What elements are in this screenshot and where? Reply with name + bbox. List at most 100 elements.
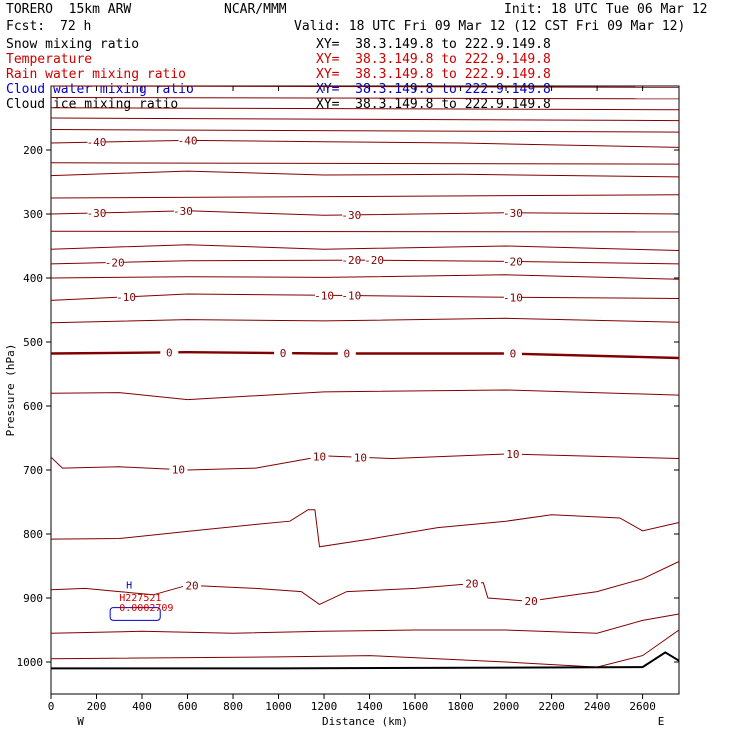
contour-label: 0 (280, 347, 287, 360)
x-tick-label: 600 (178, 700, 198, 713)
legend-snow-label: Snow mixing ratio (6, 37, 140, 52)
contour-label-bg (117, 290, 136, 303)
contour-label-bg (87, 136, 106, 149)
temperature-contour-20 (50, 561, 680, 605)
contour-label-bg (522, 594, 541, 607)
temperature-contour-9 (50, 210, 680, 216)
x-tick-label: 1000 (265, 700, 292, 713)
header-fcst-value: 72 h (60, 19, 92, 34)
y-tick-label: 900 (23, 592, 43, 605)
x-tick-label: 1800 (447, 700, 474, 713)
contour-label: -30 (87, 207, 107, 220)
y-tick-label: 300 (23, 208, 43, 221)
contour-label: 0 (166, 346, 173, 359)
contour-label: -30 (341, 209, 361, 222)
x-tick-label: 1200 (311, 700, 338, 713)
x-end-label-east: E (658, 715, 665, 728)
contour-label: -10 (314, 289, 334, 302)
y-tick-label: 700 (23, 464, 43, 477)
x-tick-label: 800 (223, 700, 243, 713)
x-end-label-west: W (77, 715, 84, 728)
header-fcst-label: Fcst: (6, 19, 46, 34)
contour-label-bg (503, 291, 522, 304)
y-tick-label: 1000 (17, 656, 44, 669)
contour-label-bg (160, 346, 179, 359)
contour-label-bg (462, 577, 481, 590)
contour-label-bg (342, 254, 361, 267)
contour-label: -10 (341, 290, 361, 303)
x-tick-label: 1600 (402, 700, 429, 713)
contour-label: 20 (524, 595, 537, 608)
contour-label: 10 (172, 464, 185, 477)
contour-label: -20 (105, 256, 125, 269)
contour-label: -30 (173, 205, 193, 218)
temperature-contour-16 (50, 350, 680, 360)
contour-label-bg (169, 463, 188, 476)
x-tick-label: 0 (48, 700, 55, 713)
y-tick-label: 800 (23, 528, 43, 541)
contour-label: -40 (87, 136, 107, 149)
contour-label-bg (183, 579, 202, 592)
contour-label: 20 (185, 579, 198, 592)
contour-label-bg (178, 134, 197, 147)
y-axis-label: Pressure (hPa) (4, 344, 17, 437)
temperature-contour-10 (50, 230, 680, 233)
temperature-contour-3 (50, 117, 680, 122)
temperature-contour-8 (50, 194, 680, 199)
contour-label: -40 (178, 134, 198, 147)
contour-label: -10 (116, 291, 136, 304)
legend-rain-xy: XY= 38.3.149.8 to 222.9.149.8 (316, 67, 551, 82)
temperature-contour-18 (50, 453, 680, 471)
legend-snow-xy: XY= 38.3.149.8 to 222.9.149.8 (316, 37, 551, 52)
contour-label: 0 (343, 348, 350, 361)
contour-label-bg (503, 448, 522, 461)
y-tick-label: 500 (23, 336, 43, 349)
contour-label: 0 (510, 348, 517, 361)
contour-label-bg (342, 289, 361, 302)
plot-frame (50, 85, 680, 695)
contour-label: 10 (354, 451, 367, 464)
temperature-contour-1 (50, 97, 680, 100)
x-tick-label: 2600 (629, 700, 656, 713)
temperature-contour-0 (50, 85, 680, 88)
contour-label-bg (351, 451, 370, 464)
x-tick-label: 2400 (584, 700, 611, 713)
annotation-label: H (126, 580, 132, 591)
contour-label-bg (503, 206, 522, 219)
contour-label: -10 (503, 291, 523, 304)
temperature-contour-13 (50, 274, 680, 280)
x-tick-label: 1400 (356, 700, 383, 713)
contour-label: 10 (313, 451, 326, 464)
header-org: NCAR/MMM (224, 2, 287, 17)
header-init: Init: 18 UTC Tue 06 Mar 12 (504, 2, 708, 17)
y-tick-label: 400 (23, 272, 43, 285)
x-tick-label: 2000 (493, 700, 520, 713)
contour-label: 20 (465, 578, 478, 591)
x-tick-label: 2200 (538, 700, 565, 713)
cloud-water-marker-box (109, 607, 161, 621)
x-tick-label: 200 (87, 700, 107, 713)
terrain-line (51, 651, 680, 670)
temperature-contour-15 (50, 317, 680, 324)
temperature-contour-6 (50, 162, 680, 165)
temperature-contour-17 (50, 389, 680, 401)
contour-label: -30 (503, 207, 523, 220)
annotation-label: 0.0002709 (119, 603, 173, 614)
temperature-contour-11 (50, 244, 680, 251)
temperature-contour-22 (50, 629, 680, 668)
contour-label-bg (342, 208, 361, 221)
temperature-contour-7 (50, 170, 680, 178)
header-model: TORERO 15km ARW (6, 2, 132, 17)
contour-label-bg (274, 347, 293, 360)
temperature-contour-4 (50, 129, 680, 133)
temperature-contour-19 (50, 509, 680, 548)
contour-label-bg (310, 450, 329, 463)
contour-label-bg (503, 255, 522, 268)
legend-temp-label: Temperature (6, 52, 93, 67)
contour-label-bg (337, 347, 356, 360)
contour-label: -20 (503, 255, 523, 268)
contour-label: 10 (506, 448, 519, 461)
contour-label-bg (315, 289, 334, 302)
legend-temp-xy: XY= 38.3.149.8 to 222.9.149.8 (316, 52, 551, 67)
